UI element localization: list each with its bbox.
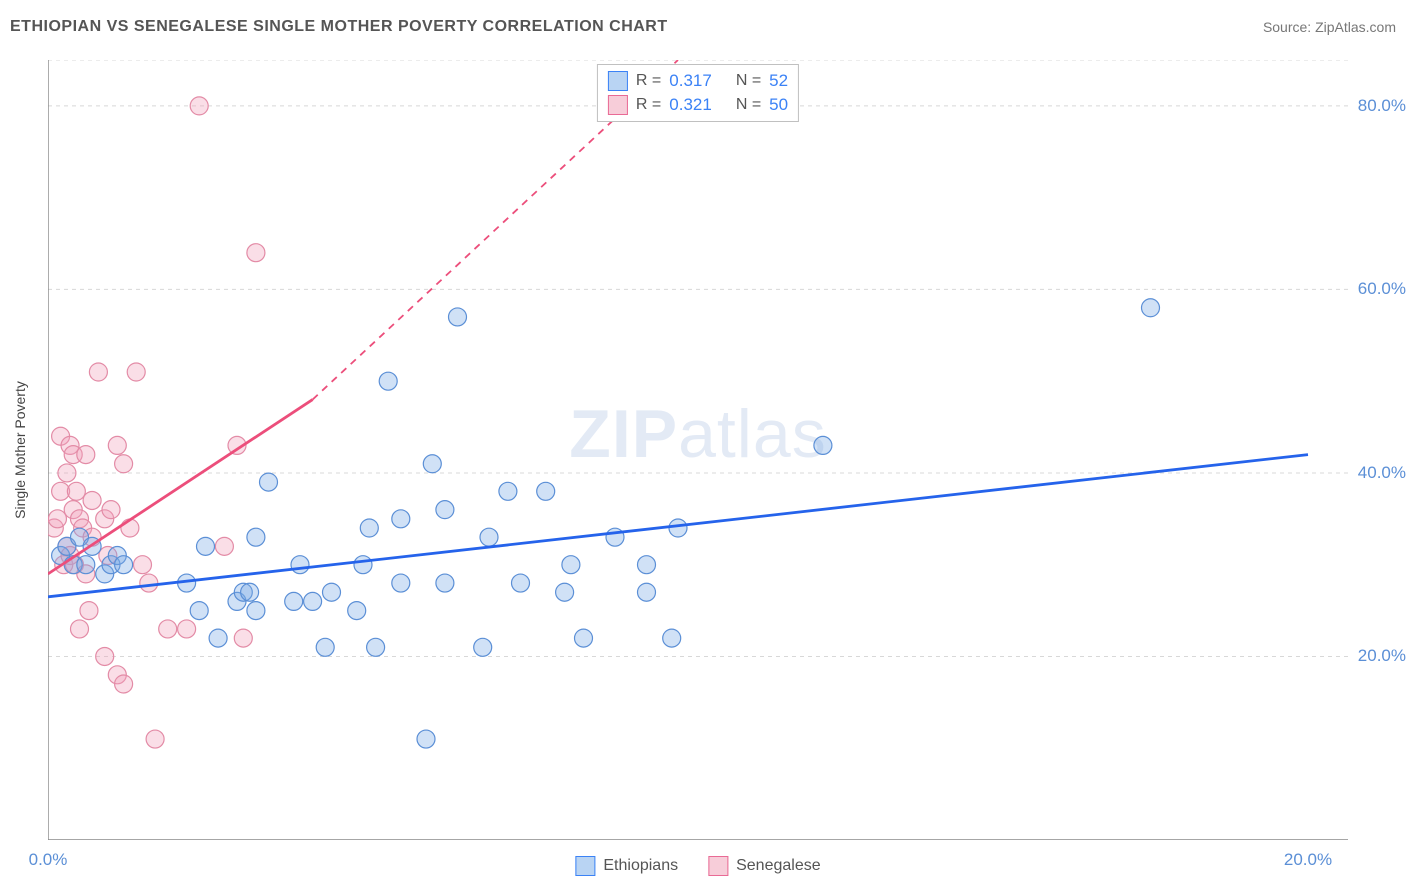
- y-tick-label: 40.0%: [1358, 463, 1406, 483]
- swatch-ethiopians: [608, 71, 628, 91]
- legend-n-label: N =: [736, 72, 761, 90]
- legend-n-value-ethiopians: 52: [769, 71, 788, 91]
- y-tick-label: 60.0%: [1358, 279, 1406, 299]
- legend-n-value-senegalese: 50: [769, 95, 788, 115]
- y-tick-label: 20.0%: [1358, 646, 1406, 666]
- x-tick-label: 20.0%: [1284, 850, 1332, 870]
- chart-header: ETHIOPIAN VS SENEGALESE SINGLE MOTHER PO…: [10, 18, 1396, 36]
- legend-r-value-senegalese: 0.321: [669, 95, 712, 115]
- series-legend: Ethiopians Senegalese: [575, 856, 820, 876]
- legend-r-label: R =: [636, 96, 661, 114]
- legend-label-ethiopians: Ethiopians: [603, 857, 678, 875]
- y-tick-label: 80.0%: [1358, 96, 1406, 116]
- x-tick-label: 0.0%: [29, 850, 68, 870]
- correlation-legend: R = 0.317 N = 52 R = 0.321 N = 50: [597, 64, 799, 122]
- legend-n-label: N =: [736, 96, 761, 114]
- scatter-plot-svg: [48, 60, 1348, 840]
- source-attribution: Source: ZipAtlas.com: [1263, 19, 1396, 35]
- swatch-senegalese: [708, 856, 728, 876]
- legend-row-senegalese: R = 0.321 N = 50: [608, 93, 788, 117]
- legend-item-ethiopians: Ethiopians: [575, 856, 678, 876]
- legend-item-senegalese: Senegalese: [708, 856, 821, 876]
- legend-row-ethiopians: R = 0.317 N = 52: [608, 69, 788, 93]
- chart-title: ETHIOPIAN VS SENEGALESE SINGLE MOTHER PO…: [10, 18, 668, 36]
- legend-label-senegalese: Senegalese: [736, 857, 821, 875]
- legend-r-label: R =: [636, 72, 661, 90]
- swatch-ethiopians: [575, 856, 595, 876]
- swatch-senegalese: [608, 95, 628, 115]
- chart-container: ETHIOPIAN VS SENEGALESE SINGLE MOTHER PO…: [0, 0, 1406, 892]
- y-axis-label: Single Mother Poverty: [12, 381, 28, 519]
- legend-r-value-ethiopians: 0.317: [669, 71, 712, 91]
- chart-area: Single Mother Poverty ZIPatlas R = 0.317…: [48, 60, 1348, 840]
